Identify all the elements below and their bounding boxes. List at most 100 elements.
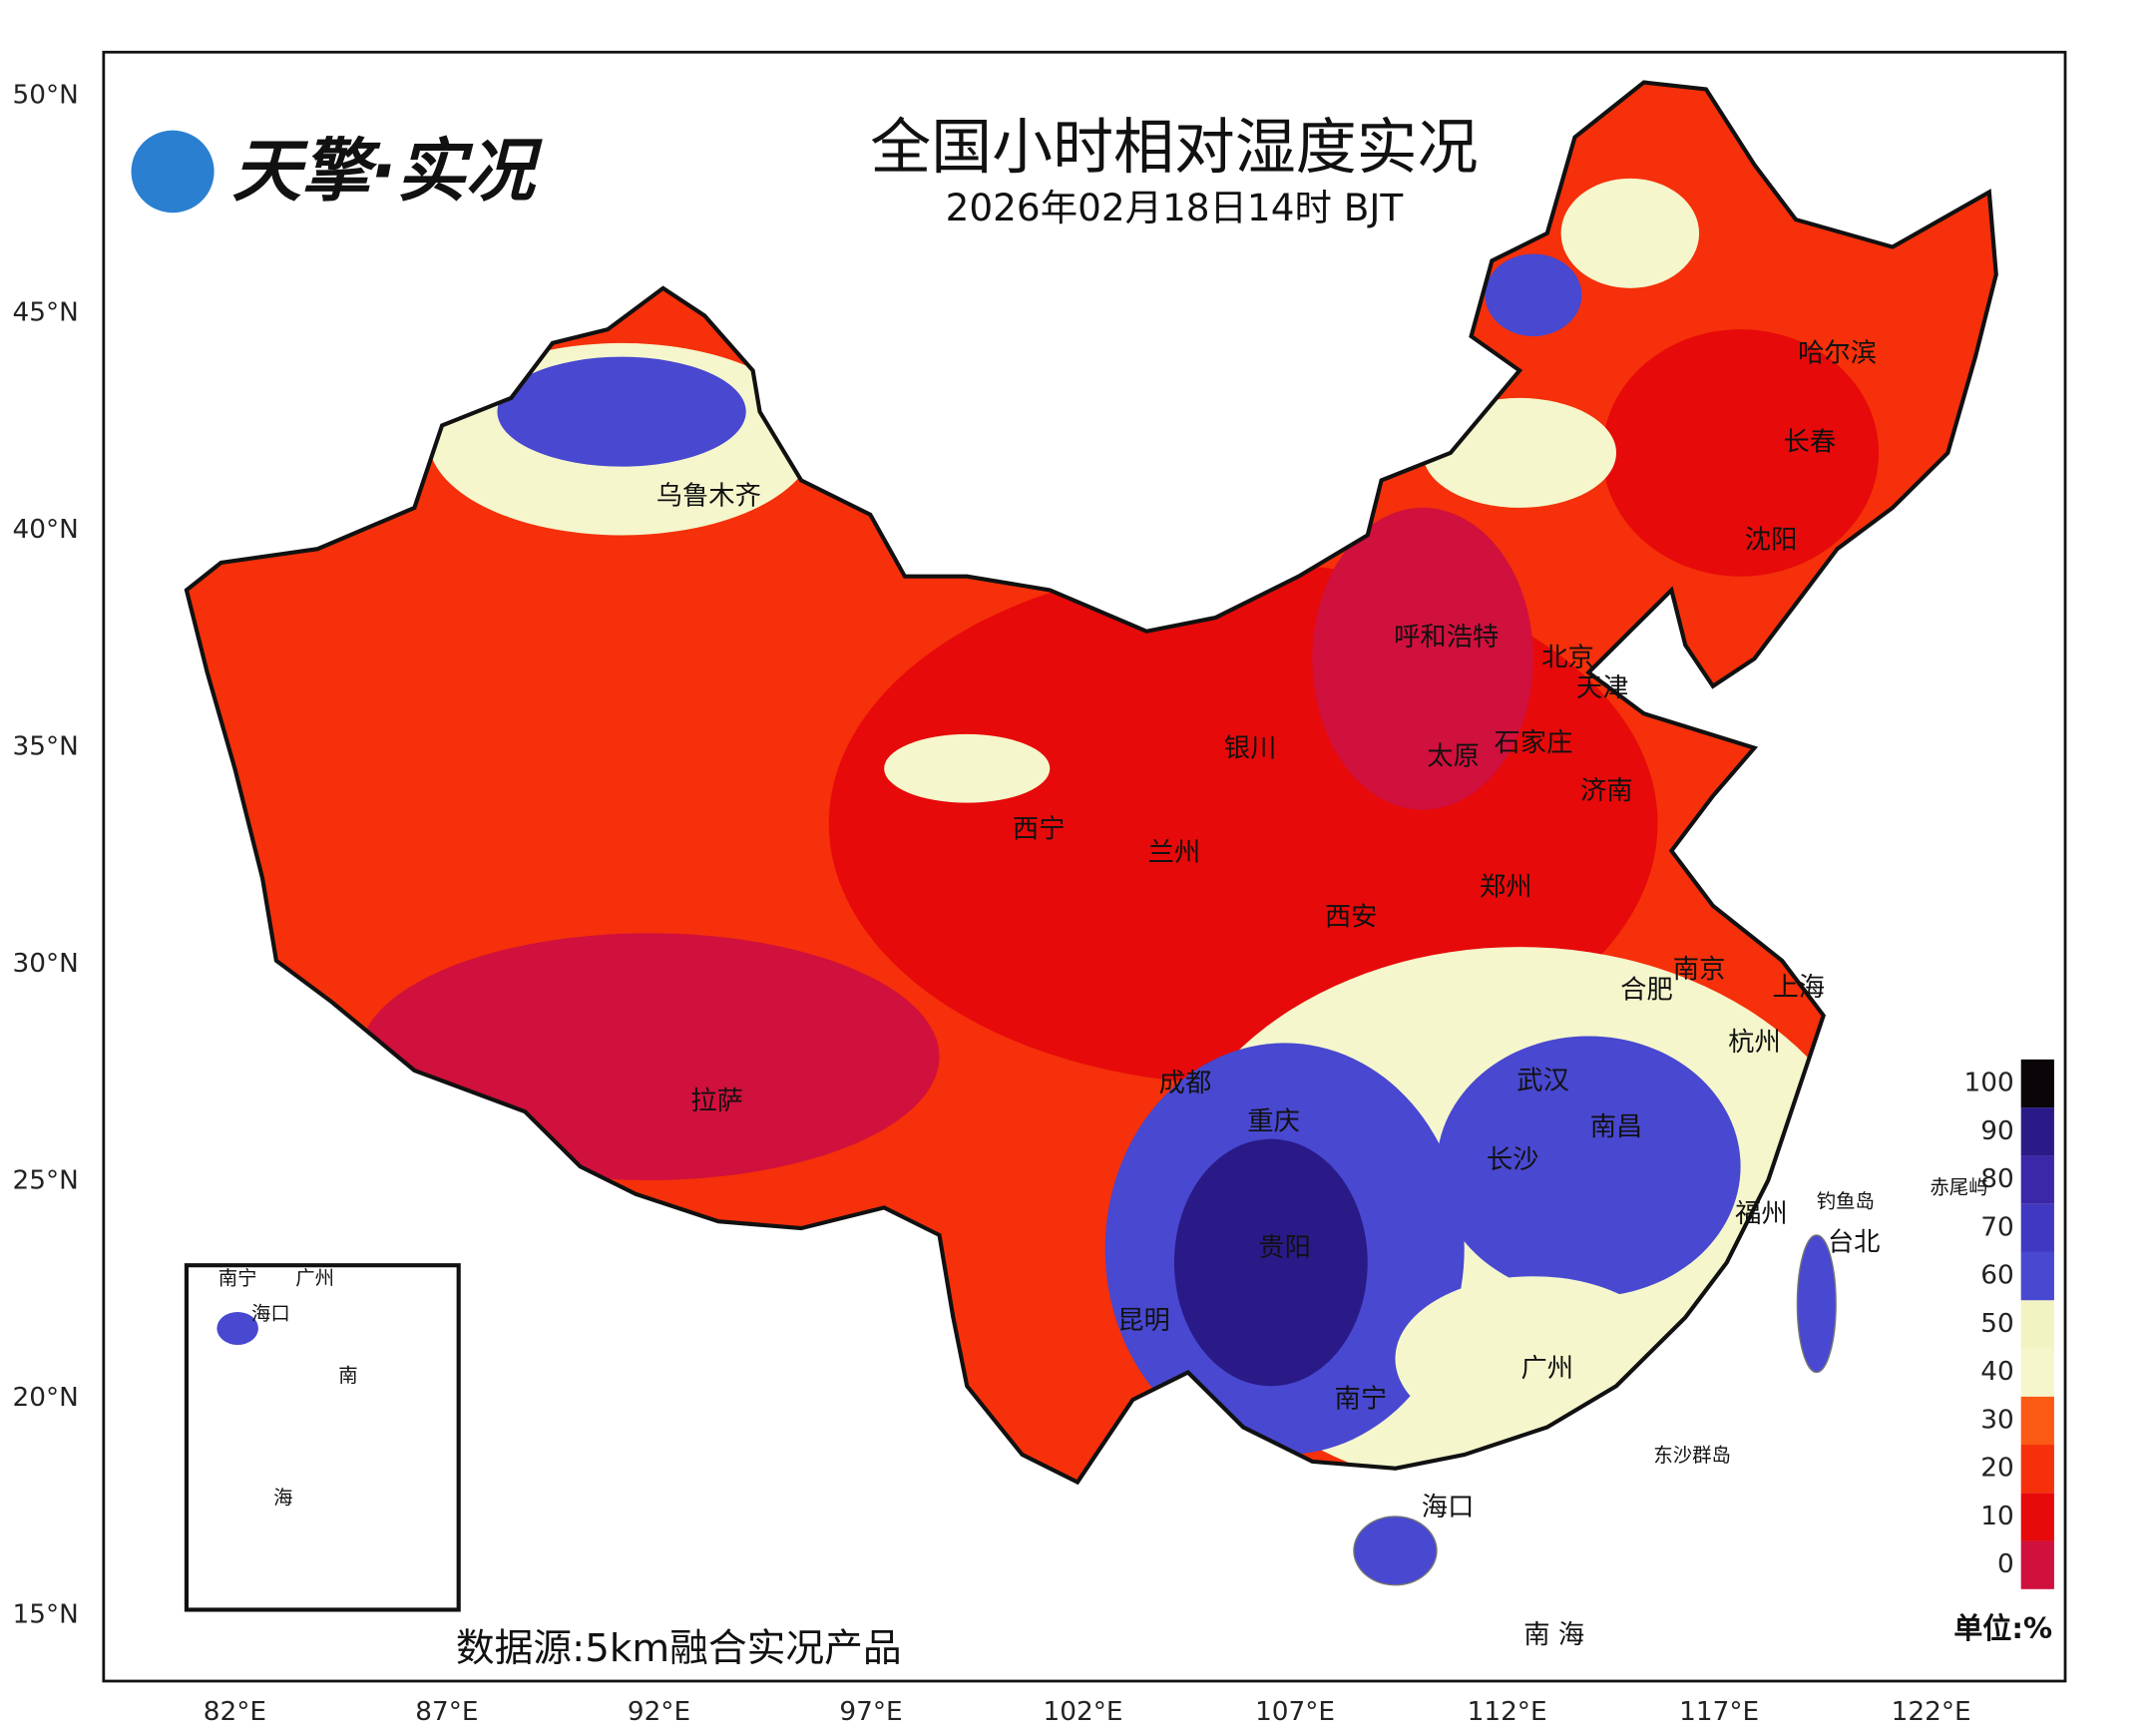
city-label: 合肥 <box>1620 976 1673 1006</box>
city-label: 呼和浩特 <box>1394 623 1499 652</box>
logo: 天擎·实况 <box>232 132 543 212</box>
city-label: 南宁 <box>1335 1385 1388 1415</box>
city-label: 台北 <box>1828 1228 1881 1258</box>
colorbar-segment <box>2020 1203 2054 1252</box>
lat-label: 20°N <box>13 1383 79 1413</box>
city-label: 天津 <box>1576 673 1629 703</box>
city-label: 贵阳 <box>1258 1233 1311 1263</box>
lon-label: 122°E <box>1892 1697 1971 1727</box>
island-label: 钓鱼岛 <box>1817 1189 1875 1212</box>
lat-label: 50°N <box>13 81 79 111</box>
colorbar-segment <box>2020 1300 2054 1349</box>
inset-label: 广州 <box>295 1267 334 1290</box>
title: 全国小时相对湿度实况 <box>870 113 1478 183</box>
colorbar-segment <box>2020 1107 2054 1156</box>
colorbar-label: 40 <box>1980 1357 2013 1387</box>
city-label: 广州 <box>1520 1354 1573 1384</box>
inset-label: 南 <box>338 1364 357 1387</box>
taiwan <box>1796 1234 1837 1374</box>
sea-label: 南 海 <box>1523 1620 1584 1650</box>
lon-label: 92°E <box>628 1697 690 1727</box>
lon-label: 107°E <box>1255 1697 1335 1727</box>
lon-label: 87°E <box>415 1697 478 1727</box>
colorbar-segment <box>2020 1396 2054 1446</box>
city-label: 成都 <box>1159 1069 1212 1098</box>
field <box>1437 1036 1741 1297</box>
city-label: 沈阳 <box>1745 525 1798 555</box>
city-label: 长沙 <box>1487 1145 1539 1175</box>
colorbar-segment <box>2020 1059 2054 1108</box>
city-label: 长春 <box>1784 428 1837 458</box>
city-label: 太原 <box>1427 742 1480 772</box>
unit: 单位:% <box>1953 1611 2052 1645</box>
field <box>1602 329 1880 577</box>
colorbar-segment <box>2020 1251 2054 1301</box>
colorbar-label: 30 <box>1980 1405 2013 1435</box>
lon-label: 82°E <box>204 1697 266 1727</box>
hainan <box>1353 1516 1438 1586</box>
colorbar-label: 90 <box>1980 1116 2013 1146</box>
lon-label: 117°E <box>1679 1697 1759 1727</box>
colorbar-label: 80 <box>1980 1164 2013 1194</box>
lon-label: 112°E <box>1468 1697 1547 1727</box>
colorbar-segment <box>2020 1445 2054 1494</box>
city-label: 石家庄 <box>1494 728 1572 758</box>
colorbar-segment <box>2020 1493 2054 1541</box>
lat-label: 30°N <box>13 949 79 979</box>
lon-label: 97°E <box>839 1697 902 1727</box>
city-label: 武汉 <box>1516 1066 1569 1095</box>
inset-label: 海口 <box>251 1302 290 1325</box>
lat-label: 25°N <box>13 1165 79 1195</box>
city-label: 上海 <box>1772 973 1825 1003</box>
field <box>497 356 746 467</box>
island-label: 赤尾屿 <box>1930 1176 1987 1199</box>
lat-label: 40°N <box>13 515 79 545</box>
lat-label: 15°N <box>13 1600 79 1630</box>
inset-label: 南宁 <box>218 1267 257 1290</box>
city-label: 哈尔滨 <box>1798 338 1877 368</box>
colorbar-label: 10 <box>1980 1502 2013 1531</box>
inset-hainan <box>216 1311 258 1345</box>
subtitle: 2026年02月18日14时 BJT <box>946 186 1404 229</box>
field <box>884 733 1051 803</box>
island-label: 东沙群岛 <box>1653 1444 1731 1467</box>
colorbar-segment <box>2020 1540 2054 1589</box>
city-label: 昆明 <box>1117 1306 1170 1336</box>
lon-label: 102°E <box>1044 1697 1123 1727</box>
field <box>1560 178 1700 288</box>
colorbar-segment <box>2020 1155 2054 1204</box>
city-label: 福州 <box>1735 1199 1788 1229</box>
colorbar-label: 60 <box>1980 1261 2013 1291</box>
colorbar-label: 70 <box>1980 1212 2013 1242</box>
city-label: 拉萨 <box>690 1086 743 1116</box>
colorbar-label: 50 <box>1980 1309 2013 1339</box>
city-label: 西宁 <box>1013 815 1066 845</box>
city-label: 郑州 <box>1480 872 1532 902</box>
city-label: 西安 <box>1325 903 1378 933</box>
city-label: 兰州 <box>1148 838 1201 868</box>
city-label: 银川 <box>1224 734 1277 764</box>
logo-globe <box>131 130 215 214</box>
city-label: 南昌 <box>1590 1112 1643 1142</box>
inset-label: 海 <box>273 1487 292 1510</box>
city-label: 乌鲁木齐 <box>656 481 761 511</box>
city-label: 重庆 <box>1247 1107 1300 1137</box>
colorbar-label: 20 <box>1980 1454 2013 1484</box>
field <box>1312 507 1533 810</box>
city-label: 北京 <box>1541 644 1594 673</box>
colorbar-label: 0 <box>1997 1549 2014 1579</box>
colorbar-label: 100 <box>1964 1069 2014 1098</box>
city-label: 海口 <box>1422 1493 1475 1522</box>
labels: 50°N 45°N 40°N 35°N 30°N 25°N 20°N 15°N 82°E 87°E… <box>13 81 2054 1727</box>
lat-label: 35°N <box>13 731 79 761</box>
field <box>1485 253 1582 336</box>
colorbar-segment <box>2020 1348 2054 1397</box>
city-label: 南京 <box>1673 955 1726 985</box>
city-label: 济南 <box>1580 776 1633 806</box>
source: 数据源:5km融合实况产品 <box>456 1626 902 1671</box>
field <box>1173 1138 1368 1387</box>
lat-label: 45°N <box>13 297 79 327</box>
city-label: 杭州 <box>1728 1028 1781 1058</box>
